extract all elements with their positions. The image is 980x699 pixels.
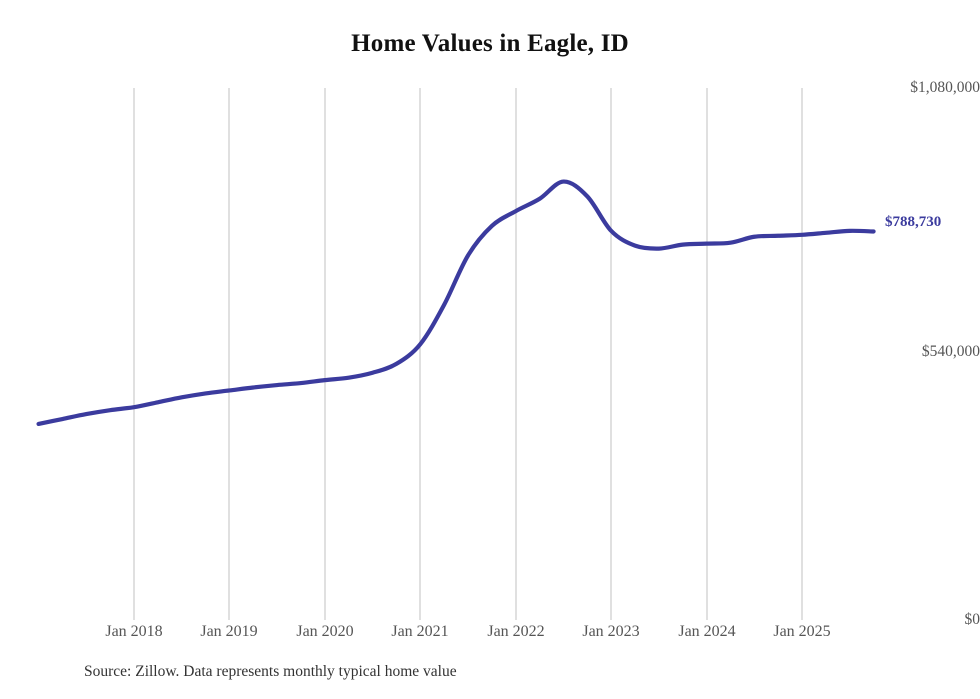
ytick-label-mid: $540,000: [921, 343, 980, 360]
ytick-label-zero: $0: [964, 611, 980, 628]
xtick-label-jan-2025: Jan 2025: [773, 623, 831, 640]
ytick-label-top: $1,080,000: [910, 79, 980, 96]
xtick-label-jan-2018: Jan 2018: [105, 623, 163, 640]
source-caption: Source: Zillow. Data represents monthly …: [84, 663, 457, 680]
xtick-label-jan-2024: Jan 2024: [678, 623, 736, 640]
last-value-annotation: $788,730: [885, 214, 942, 230]
xtick-label-jan-2021: Jan 2021: [391, 623, 449, 640]
chart-title: Home Values in Eagle, ID: [351, 30, 629, 57]
xtick-label-jan-2022: Jan 2022: [487, 623, 545, 640]
xtick-label-jan-2020: Jan 2020: [296, 623, 354, 640]
xtick-label-jan-2019: Jan 2019: [200, 623, 258, 640]
series-line-typical-home-value: [36, 179, 876, 427]
gridlines: [133, 88, 803, 620]
xtick-label-jan-2023: Jan 2023: [582, 623, 640, 640]
